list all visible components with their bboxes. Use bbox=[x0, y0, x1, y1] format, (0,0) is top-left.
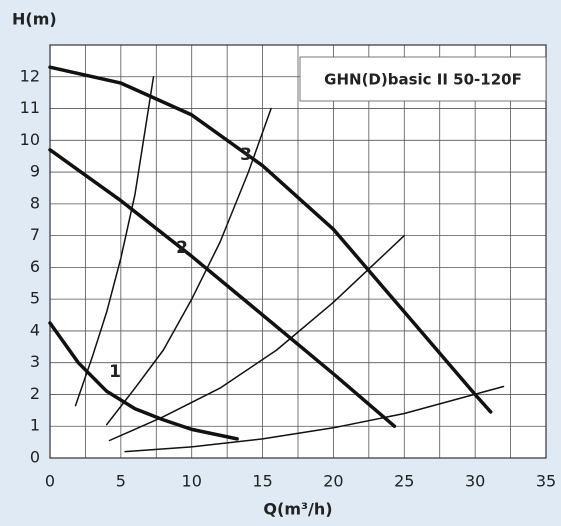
y-tick-label: 3 bbox=[30, 352, 40, 371]
y-tick-label: 12 bbox=[20, 66, 40, 85]
x-tick-label: 15 bbox=[252, 472, 272, 491]
curve-label: 1 bbox=[109, 362, 121, 382]
curve-label: 2 bbox=[176, 238, 188, 258]
curve bbox=[48, 321, 239, 441]
y-axis-label: H(m) bbox=[12, 10, 57, 29]
y-tick-label: 0 bbox=[30, 448, 40, 467]
curve bbox=[74, 76, 155, 407]
x-tick-label: 30 bbox=[465, 472, 485, 491]
curve bbox=[48, 65, 493, 414]
curve bbox=[105, 107, 272, 426]
y-tick-label: 2 bbox=[30, 384, 40, 403]
x-tick-label: 10 bbox=[182, 472, 202, 491]
plot-frame bbox=[49, 44, 547, 459]
x-tick-label: 25 bbox=[394, 472, 414, 491]
x-tick-label: 5 bbox=[116, 472, 126, 491]
x-tick-label: 0 bbox=[45, 472, 55, 491]
y-tick-label: 11 bbox=[20, 98, 40, 117]
y-tick-label: 10 bbox=[20, 130, 40, 149]
curve bbox=[48, 148, 397, 428]
x-tick-label: 35 bbox=[536, 472, 556, 491]
y-tick-label: 9 bbox=[30, 162, 40, 181]
title-box bbox=[299, 56, 547, 102]
y-tick-label: 8 bbox=[30, 193, 40, 212]
chart-title: GHN(D)basic II 50-120F bbox=[324, 71, 522, 89]
x-tick-label: 20 bbox=[323, 472, 343, 491]
y-tick-label: 6 bbox=[30, 257, 40, 276]
curve-label: 3 bbox=[240, 145, 252, 165]
y-tick-label: 4 bbox=[30, 320, 40, 339]
y-tick-label: 1 bbox=[30, 416, 40, 435]
y-tick-label: 5 bbox=[30, 289, 40, 308]
curve bbox=[124, 385, 505, 453]
curve bbox=[108, 234, 406, 442]
x-axis-label: Q(m³/h) bbox=[263, 500, 332, 519]
y-tick-label: 7 bbox=[30, 225, 40, 244]
